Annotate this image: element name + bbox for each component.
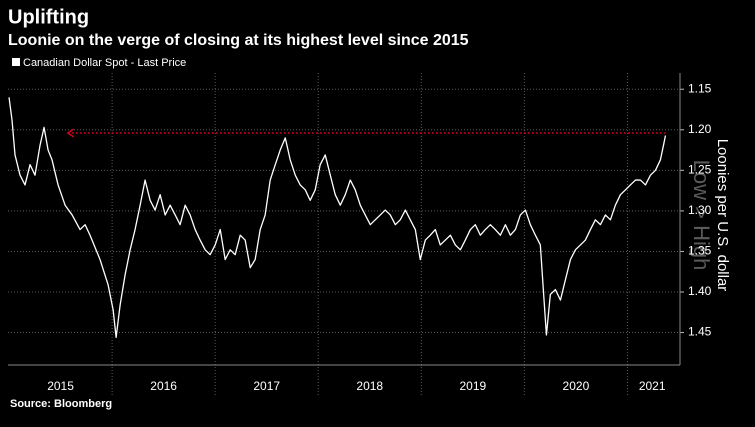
source: Source: Bloomberg xyxy=(10,398,112,410)
y-tick-label: 1.15 xyxy=(688,81,712,95)
legend-swatch xyxy=(12,58,20,66)
y-tick-label: 1.35 xyxy=(688,244,712,258)
y-tick-label: 1.40 xyxy=(688,284,712,298)
reference-arrow xyxy=(66,128,75,138)
x-tick-label: 2019 xyxy=(459,379,486,393)
x-tick-label: 2016 xyxy=(150,379,177,393)
data-line xyxy=(8,97,667,339)
y-tick-label: 1.30 xyxy=(688,203,712,217)
direction-note: Low > High xyxy=(689,160,714,271)
x-tick-label: 2020 xyxy=(563,379,590,393)
chart-title: Uplifting xyxy=(8,6,89,28)
x-tick-label: 2017 xyxy=(253,379,280,393)
legend-label: Canadian Dollar Spot - Last Price xyxy=(23,57,186,69)
y-tick-label: 1.45 xyxy=(688,325,712,339)
y-axis-label: Loonies per U.S. dollar xyxy=(714,139,731,292)
x-tick-label: 2021 xyxy=(639,379,666,393)
chart-subtitle: Loonie on the verge of closing at its hi… xyxy=(8,32,469,49)
y-tick-label: 1.25 xyxy=(688,163,712,177)
y-tick-label: 1.20 xyxy=(688,122,712,136)
x-tick-label: 2018 xyxy=(356,379,383,393)
x-tick-label: 2015 xyxy=(47,379,74,393)
